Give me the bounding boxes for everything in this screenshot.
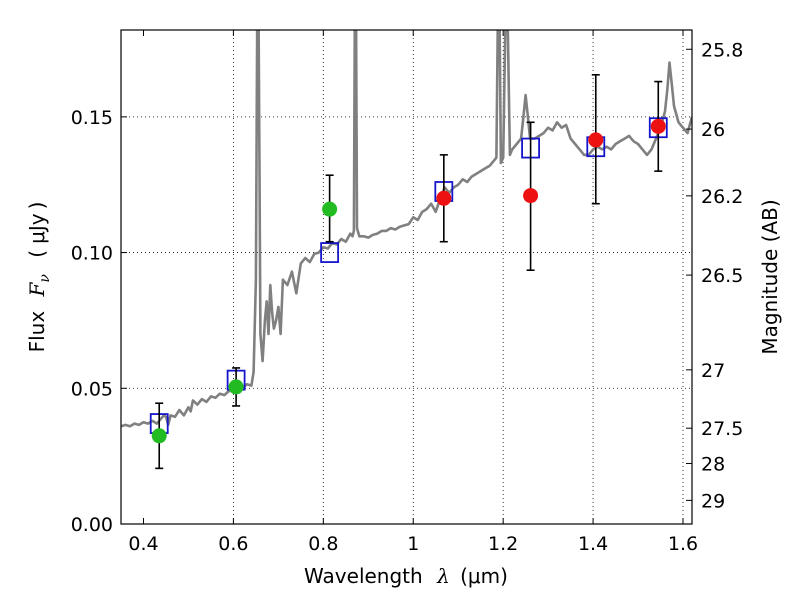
x-tick-label: 0.4 (128, 533, 158, 555)
red-data-point (650, 118, 666, 134)
red-data-point (436, 190, 452, 206)
x-tick-label: 0.6 (218, 533, 248, 555)
right-tick-label: 25.8 (701, 39, 743, 61)
y-tick-label: 0.15 (71, 107, 113, 129)
x-axis-unit-close: ) (500, 564, 508, 588)
y-axis-label-text: Flux (25, 311, 49, 353)
green-data-point (151, 428, 167, 444)
right-tick-label: 29 (701, 490, 725, 512)
tick-labels: 0.4 0.6 0.8 1 1.2 1.4 1.6 0.00 0.05 0.10 0.15 25.8 2… (71, 39, 744, 555)
data-layer (121, 30, 692, 470)
y-axis-unit-open: ( (25, 250, 49, 258)
right-tick-label: 26.5 (701, 265, 743, 287)
x-tick-label: 1 (407, 533, 419, 555)
x-axis-label-text: Wavelength (304, 564, 423, 588)
green-data-point (228, 379, 244, 395)
right-tick-label: 27 (701, 360, 725, 382)
x-axis-label: Wavelength λ (μm) (304, 564, 508, 588)
right-axis-label: Magnitude (AB) (758, 199, 782, 354)
x-axis-unit: μm (468, 564, 500, 588)
spectrum-line (121, 30, 692, 428)
y-axis-subscript: ν (37, 274, 53, 283)
x-tick-label: 1.4 (578, 533, 608, 555)
y-axis-symbol: F (25, 281, 49, 297)
y-axis-unit-close: ) (25, 202, 49, 210)
y-tick-label: 0.10 (71, 243, 113, 265)
right-tick-label: 26 (701, 119, 725, 141)
y-axis-unit: μJy (25, 213, 49, 244)
right-tick-label: 26.2 (701, 186, 743, 208)
model-box (320, 242, 340, 263)
y-tick-label: 0.00 (71, 514, 113, 536)
x-axis-unit-open: ( (460, 564, 468, 588)
y-axis-label: Flux Fν ( μJy) (25, 202, 54, 353)
plot-frame (120, 29, 693, 525)
green-data-point (322, 201, 338, 217)
x-tick-label: 1.6 (668, 533, 698, 555)
x-tick-label: 0.8 (308, 533, 338, 555)
red-data-point (523, 188, 539, 204)
x-tick-label: 1.2 (488, 533, 518, 555)
x-axis-symbol: λ (436, 564, 450, 588)
right-tick-label: 27.5 (701, 418, 743, 440)
tick-marks (121, 30, 692, 525)
right-tick-label: 28 (701, 453, 725, 475)
plot-background (121, 30, 692, 524)
red-data-point (588, 132, 604, 148)
y-tick-label: 0.05 (71, 378, 113, 400)
